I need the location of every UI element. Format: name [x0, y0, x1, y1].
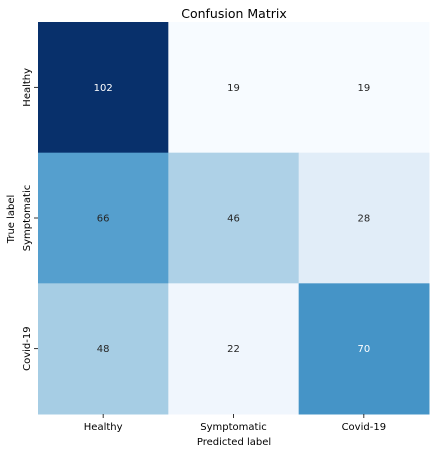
x-tick-label: Covid-19 — [342, 422, 386, 433]
cell-value-label: 48 — [97, 344, 110, 355]
heatmap-cell — [168, 152, 300, 284]
cell-value-label: 22 — [227, 344, 240, 355]
cell-value-label: 66 — [97, 214, 110, 225]
cell-value-label: 70 — [357, 344, 370, 355]
heatmap-cell — [298, 283, 430, 415]
heatmap-cells: 102 19 19 66 46 28 48 22 70 — [38, 22, 430, 415]
y-tick-label: Healthy — [22, 68, 33, 107]
y-axis-ticks: Healthy Symptomatic Covid-19 — [22, 68, 38, 371]
x-axis-label: Predicted label — [197, 437, 271, 448]
y-tick-label: Covid-19 — [22, 326, 33, 370]
heatmap-cell — [298, 22, 430, 154]
y-tick-label: Symptomatic — [22, 185, 33, 251]
cell-value-label: 19 — [227, 83, 240, 94]
x-tick-label: Symptomatic — [200, 422, 266, 433]
heatmap-cell — [168, 22, 300, 154]
x-axis-ticks: Healthy Symptomatic Covid-19 — [84, 414, 386, 433]
x-tick-label: Healthy — [84, 422, 123, 433]
cell-value-label: 19 — [357, 83, 370, 94]
heatmap-cell — [298, 152, 430, 284]
y-axis-label: True label — [6, 195, 17, 245]
heatmap-cell — [38, 152, 169, 284]
heatmap-cell — [38, 22, 169, 154]
chart-title: Confusion Matrix — [181, 6, 287, 21]
cell-value-label: 102 — [94, 83, 113, 94]
heatmap-cell — [38, 283, 169, 415]
cell-value-label: 46 — [227, 214, 240, 225]
heatmap-cell — [168, 283, 300, 415]
cell-value-label: 28 — [357, 214, 370, 225]
